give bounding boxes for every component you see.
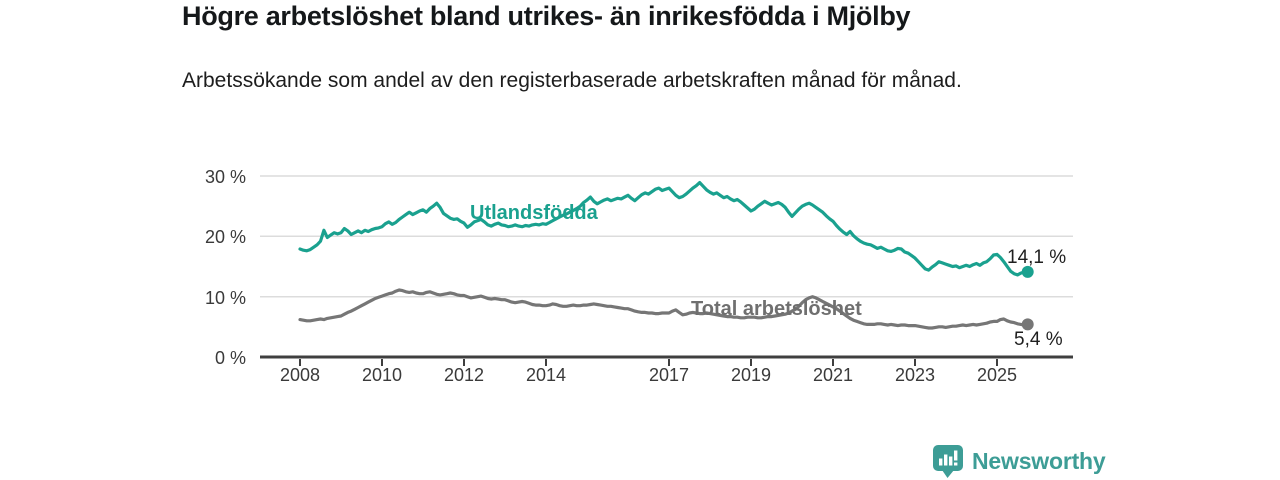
x-axis-label-2019: 2019 [730,365,772,385]
newsworthy-logo: Newsworthy [933,445,1106,478]
x-axis-label-2010: 2010 [361,365,403,385]
end-value-label-total-arbetsloshet: 5,4 % [1014,329,1063,350]
x-axis-label-2021: 2021 [812,365,854,385]
x-axis-label-2012: 2012 [443,365,485,385]
chart-title: Högre arbetslöshet bland utrikes- än inr… [182,1,911,31]
x-axis-label-2017: 2017 [648,365,690,385]
y-axis-label-20: 20 % [204,227,246,247]
series-end-dot-1 [1021,318,1034,331]
end-value-label-utlandsfodda: 14,1 % [1007,247,1067,268]
x-axis-label-2023: 2023 [894,365,936,385]
x-axis-label-2025: 2025 [976,365,1018,385]
newsworthy-wordmark: Newsworthy [972,448,1106,474]
x-axis-label-2014: 2014 [525,365,567,385]
chart-subtitle: Arbetssökande som andel av den registerb… [182,69,962,92]
series-line-0 [298,181,1030,277]
y-axis-label-30: 30 % [204,167,246,187]
newsworthy-bar-chart-icon [933,445,963,478]
x-axis-label-2008: 2008 [279,365,321,385]
series-label-total-arbetsloshet: Total arbetslöshet [691,298,862,320]
y-axis-label-10: 10 % [204,288,246,308]
series-label-utlandsfodda: Utlandsfödda [470,202,598,224]
series-end-dot-0 [1021,265,1034,278]
y-axis-label-0: 0 % [214,348,246,368]
series-line-1 [298,288,1030,330]
